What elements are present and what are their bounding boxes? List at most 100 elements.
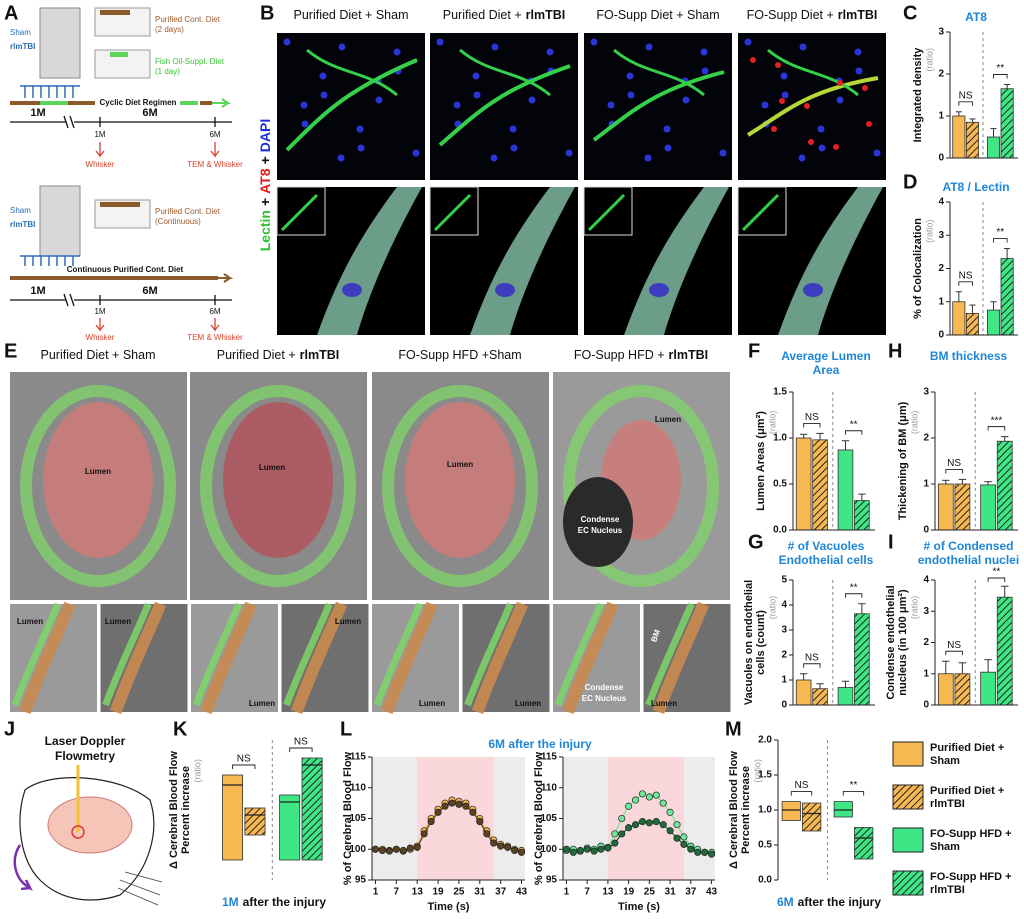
- inset-vessel: [741, 193, 780, 232]
- significance-label: **: [850, 780, 858, 791]
- image-frame: [738, 33, 886, 180]
- em-membrane: [19, 601, 76, 715]
- panel-label: C: [903, 2, 917, 24]
- data-point: [687, 845, 695, 853]
- y-axis-label: % of Colocalization: [912, 218, 924, 319]
- stain-label: Lectin + AT8 + DAPI: [257, 119, 273, 251]
- y-tick-label: 0: [938, 153, 944, 164]
- x-tick-label: 1: [564, 887, 570, 898]
- vessel: [438, 64, 571, 147]
- bar: [837, 449, 854, 531]
- x-tick-label: 31: [474, 887, 486, 898]
- legend-label: Sham: [930, 755, 960, 767]
- panel-label: M: [725, 718, 742, 740]
- nucleus: [854, 48, 862, 56]
- data-point: [497, 842, 505, 850]
- significance-label: NS: [947, 458, 961, 469]
- bar: [1000, 258, 1014, 336]
- nucleus: [607, 101, 615, 109]
- chart-caption: 1M after the injury: [222, 895, 326, 909]
- y-tick-label: 2: [923, 637, 929, 648]
- data-point: [462, 802, 470, 810]
- em-membrane: [200, 601, 257, 715]
- heading-text: Purified Diet +: [443, 8, 522, 22]
- data-point: [652, 818, 660, 826]
- vessel: [306, 48, 398, 97]
- x-tick-label: 19: [623, 887, 635, 898]
- time-mark: 6M: [209, 130, 220, 139]
- schematic-continuous: [10, 185, 234, 332]
- y-tick-label: 1: [938, 111, 944, 122]
- data-point: [618, 830, 626, 838]
- em-membrane: [471, 601, 529, 715]
- data-point: [611, 839, 619, 847]
- test-arrows: [95, 142, 220, 158]
- y-axis-unit: (ratio): [909, 596, 919, 620]
- bar: [952, 301, 966, 336]
- y-tick-label: 0.0: [773, 525, 787, 536]
- caption-emphasis: 1M: [222, 895, 239, 909]
- em-bm: [102, 602, 152, 707]
- bar: [954, 673, 971, 706]
- y-axis-label: % of Cerebral Blood Flow: [533, 751, 545, 885]
- bar: [837, 687, 854, 706]
- heading-text: FO-Supp Diet +: [747, 8, 834, 22]
- nucleus: [626, 72, 634, 80]
- data-point: [583, 845, 591, 853]
- significance-label: NS: [237, 754, 251, 765]
- basement-membrane: [563, 385, 719, 587]
- column-heading: FO-Supp Diet + rlmTBI: [747, 8, 878, 22]
- significance-label: **: [850, 419, 858, 430]
- image-frame: [430, 33, 578, 180]
- data-point: [625, 802, 633, 810]
- legend-swatch: [892, 870, 924, 896]
- y-axis-unit: (ratio): [767, 411, 777, 435]
- y-tick-label: 3: [938, 27, 944, 38]
- image-label: Lumen: [85, 467, 111, 476]
- legend-label: rlmTBI: [930, 798, 965, 810]
- heading-bold: rlmTBI: [526, 8, 566, 22]
- panel-label: G: [748, 531, 764, 553]
- caption-text: after the injury: [243, 895, 327, 909]
- data-point: [680, 840, 688, 848]
- heading-bold: rlmTBI: [838, 8, 878, 22]
- nucleus: [682, 96, 690, 104]
- chart-title: # of Condensed: [923, 539, 1013, 553]
- basement-membrane: [382, 385, 538, 587]
- significance-label: **: [993, 567, 1001, 578]
- y-tick-label: 1: [923, 668, 929, 679]
- caption-emphasis: 6M: [777, 895, 794, 909]
- data-point: [611, 830, 619, 838]
- nucleus: [509, 125, 517, 133]
- chart-title: endothelial nuclei: [918, 553, 1019, 567]
- heading-text: Purified Diet + Sham: [294, 8, 409, 22]
- y-tick-label: 3: [923, 606, 929, 617]
- panel-label: I: [888, 531, 894, 553]
- significance-label: NS: [294, 737, 308, 748]
- em-membrane: [562, 601, 619, 715]
- data-point: [659, 799, 667, 807]
- y-tick-label: 2: [938, 263, 944, 274]
- whiskers: [117, 871, 163, 906]
- y-axis-label: Condense endothelial: [885, 585, 897, 699]
- heading-text: FO-Supp Diet + Sham: [596, 8, 719, 22]
- diet-label: Fish Oil-Suppl. Diet: [155, 57, 225, 66]
- significance-bracket: [993, 74, 1008, 79]
- age-label: 6M: [142, 285, 157, 297]
- diet-label: Purified Cont. Diet: [155, 15, 221, 24]
- y-tick-label: 1: [938, 296, 944, 307]
- y-tick-label: 0: [923, 525, 929, 536]
- at8-signal: [833, 144, 839, 150]
- group-label: rlmTBI: [10, 42, 35, 51]
- nucleus: [375, 96, 383, 104]
- image-label: Lumen: [105, 617, 131, 626]
- column-heading: FO-Supp HFD + rlmTBI: [574, 348, 708, 362]
- nucleus: [320, 91, 328, 99]
- panel-title: Laser Doppler: [45, 734, 126, 748]
- at8-signal: [775, 62, 781, 68]
- x-tick-label: 25: [453, 887, 465, 898]
- data-point: [490, 839, 498, 847]
- image-label: Lumen: [419, 699, 445, 708]
- legend-label: FO-Supp HFD +: [930, 871, 1012, 883]
- diet-label: Purified Cont. Diet: [155, 207, 221, 216]
